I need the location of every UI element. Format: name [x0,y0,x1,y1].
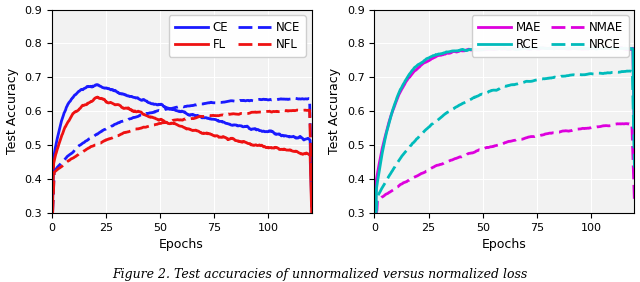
Legend: CE, FL, NCE, NFL: CE, FL, NCE, NFL [169,16,306,57]
X-axis label: Epochs: Epochs [482,238,527,251]
Text: Figure 2. Test accuracies of unnormalized versus normalized loss: Figure 2. Test accuracies of unnormalize… [113,268,527,281]
X-axis label: Epochs: Epochs [159,238,204,251]
Y-axis label: Test Accuracy: Test Accuracy [6,68,19,154]
Y-axis label: Test Accuracy: Test Accuracy [328,68,341,154]
Legend: MAE, RCE, NMAE, NRCE: MAE, RCE, NMAE, NRCE [472,16,628,57]
